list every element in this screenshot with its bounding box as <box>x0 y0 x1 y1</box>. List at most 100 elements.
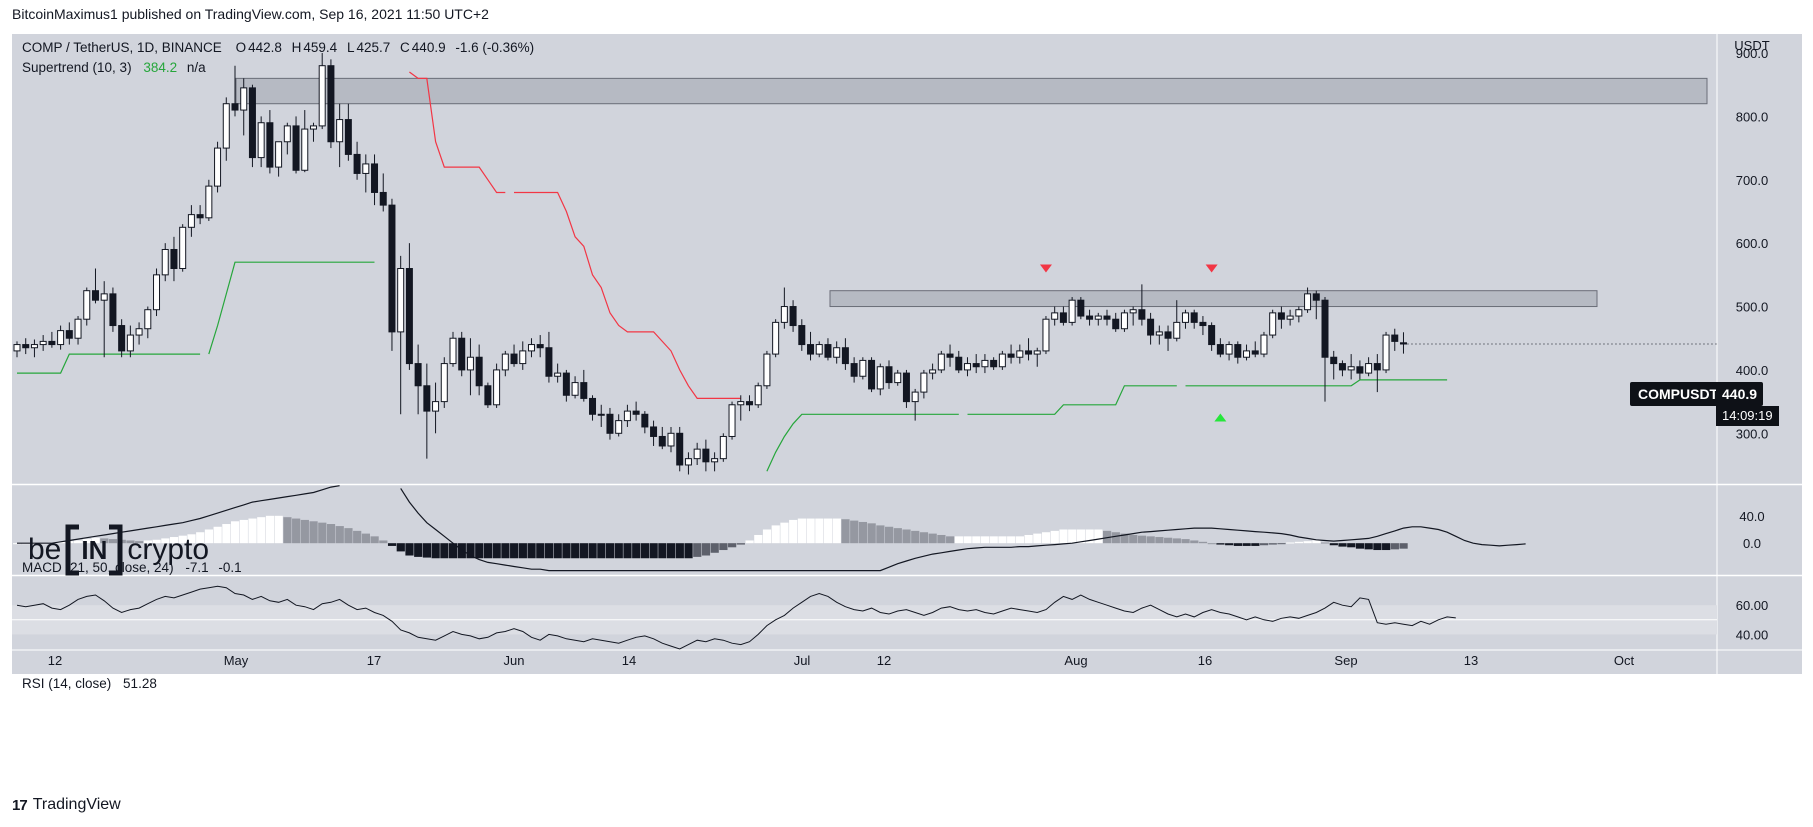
candle <box>1094 312 1102 326</box>
candle <box>231 65 239 117</box>
candle-body <box>946 353 954 358</box>
macd-histogram-bar <box>728 543 737 548</box>
high-label: H <box>291 40 302 55</box>
macd-histogram-bar <box>1181 539 1190 544</box>
macd-histogram-bar <box>231 521 240 544</box>
beincrypto-watermark: be IN crypto <box>28 522 209 578</box>
candle-body <box>868 359 876 390</box>
macd-histogram-bar <box>658 543 667 559</box>
macd-histogram-bar <box>1347 543 1356 548</box>
candle-body <box>1391 334 1399 342</box>
time-tick-label: 14 <box>622 653 636 668</box>
candle <box>1208 322 1216 351</box>
macd-histogram-bar <box>536 543 545 559</box>
macd-histogram-bar <box>693 543 702 557</box>
candle <box>981 354 989 374</box>
tradingview-footer[interactable]: 17 TradingView <box>12 792 121 818</box>
candle-body <box>798 325 806 346</box>
macd-histogram-bar <box>510 543 519 559</box>
macd-histogram-bar <box>483 543 493 559</box>
macd-histogram-bar <box>963 536 972 544</box>
candle <box>1295 306 1303 323</box>
time-tick-label: Jun <box>504 653 525 668</box>
candle <box>1338 360 1346 377</box>
candle <box>405 243 413 370</box>
macd-histogram-bar <box>1129 534 1138 544</box>
macd-histogram-bar <box>823 518 833 544</box>
macd-histogram-bar <box>762 529 772 544</box>
candle <box>1347 354 1355 380</box>
candle-body <box>449 337 457 365</box>
candle <box>589 395 597 421</box>
candle <box>711 452 719 472</box>
candle <box>91 268 99 304</box>
candle-body <box>205 185 213 219</box>
candle-body <box>161 248 169 276</box>
candle <box>1155 325 1163 345</box>
supertrend-legend: Supertrend (10, 3) 384.2 n/a <box>22 60 206 75</box>
macd-histogram-bar <box>946 536 955 544</box>
candle <box>824 338 832 361</box>
macd-histogram-bar <box>1364 543 1373 550</box>
candle-body <box>13 344 21 352</box>
macd-histogram-bar <box>850 520 859 544</box>
candle <box>1225 341 1233 361</box>
candle <box>379 173 387 212</box>
candle <box>266 110 274 174</box>
candle <box>833 341 841 364</box>
macd-histogram-bar <box>1041 532 1051 544</box>
price-tick-label: 300.0 <box>1736 426 1769 441</box>
candle <box>1243 344 1251 361</box>
candle-body <box>231 103 239 111</box>
candle-body <box>48 340 56 346</box>
candle-body <box>1251 350 1259 355</box>
candle <box>458 331 466 377</box>
candle <box>1016 344 1024 364</box>
candle-body <box>990 359 998 368</box>
candle-body <box>894 372 902 384</box>
macd-histogram-bar <box>239 519 248 544</box>
candle-body <box>1129 309 1137 314</box>
candle-body <box>65 330 73 339</box>
candle <box>519 341 527 370</box>
candle-body <box>1373 363 1381 371</box>
candle <box>1147 312 1155 345</box>
macd-histogram-bar <box>684 543 693 559</box>
candle-body <box>405 268 413 365</box>
chart-frame[interactable]: USDT 300.0 400.0 500.0 600.0 700.0 800.0 900.0 0… <box>12 34 1802 785</box>
candle-body <box>327 65 335 143</box>
candle <box>135 322 143 345</box>
candle <box>929 363 937 380</box>
candle-body <box>684 458 692 466</box>
candle-body <box>1338 363 1346 371</box>
candle-body <box>1173 321 1181 339</box>
candle-body <box>754 385 762 406</box>
candle <box>789 300 797 332</box>
candle-body <box>1190 312 1198 323</box>
macd-histogram-bar <box>178 535 187 544</box>
candle-body <box>876 366 884 390</box>
brand-mid: IN <box>81 535 108 565</box>
candle-body <box>580 382 588 399</box>
candle <box>998 350 1006 370</box>
candle-body <box>745 401 753 406</box>
macd-histogram-bar <box>623 543 632 559</box>
candle-body <box>458 337 466 371</box>
rsi-value: 51.28 <box>123 676 157 691</box>
macd-histogram-bar <box>928 533 937 544</box>
candle-body <box>650 426 658 437</box>
candle <box>1112 312 1120 332</box>
macd-histogram-bar <box>1207 543 1216 545</box>
candle-body <box>937 353 945 371</box>
time-tick-label: Sep <box>1334 653 1357 668</box>
candle <box>222 97 230 161</box>
macd-histogram-bar <box>1190 540 1199 544</box>
tradingview-chart[interactable]: USDT 300.0 400.0 500.0 600.0 700.0 800.0 900.0 0… <box>12 34 1802 785</box>
candle-body <box>91 290 99 301</box>
time-tick-label: 16 <box>1198 653 1212 668</box>
candle-body <box>833 347 841 358</box>
macd-histogram-bar <box>1015 536 1024 544</box>
macd-histogram-bar <box>222 524 231 544</box>
macd-histogram-bar <box>1373 543 1382 551</box>
macd-histogram-bar <box>1085 529 1094 544</box>
